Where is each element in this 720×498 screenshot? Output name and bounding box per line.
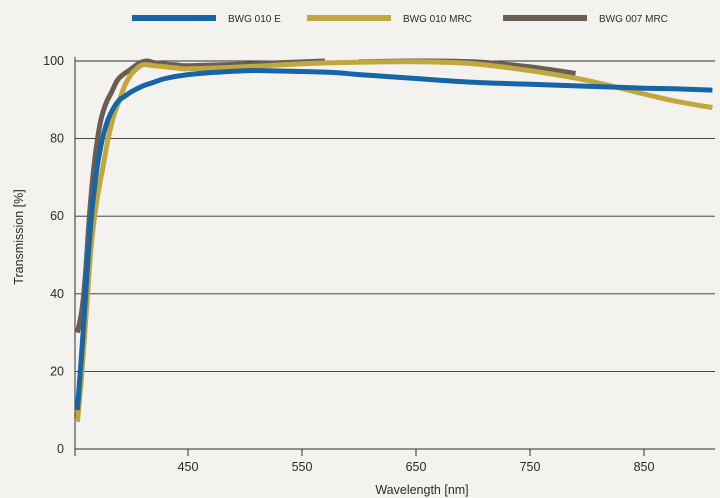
x-axis-title: Wavelength [nm]: [375, 483, 468, 497]
x-tick-label: 750: [520, 460, 541, 474]
y-tick-label: 0: [57, 442, 64, 456]
series-line-bwg-007-mrc: [74, 58, 325, 334]
y-axis-title: Transmission [%]: [12, 189, 26, 284]
series-line-bwg-010-mrc: [74, 59, 713, 423]
series-line-bwg-010-e: [74, 68, 713, 411]
legend: BWG 010 E BWG 010 MRC BWG 007 MRC: [132, 14, 668, 25]
y-tick-label: 20: [50, 364, 64, 378]
series-lines: [74, 58, 713, 423]
legend-label: BWG 007 MRC: [599, 14, 668, 25]
x-tick-label: 450: [178, 460, 199, 474]
y-tick-label: 40: [50, 287, 64, 301]
legend-label: BWG 010 MRC: [403, 14, 472, 25]
x-tick-label: 650: [406, 460, 427, 474]
legend-label: BWG 010 E: [228, 14, 281, 25]
x-tick-label: 850: [634, 460, 655, 474]
x-tick-label: 550: [292, 460, 313, 474]
y-tick-label: 60: [50, 209, 64, 223]
gridlines: [75, 60, 715, 372]
y-tick-label: 80: [50, 132, 64, 146]
y-tick-label: 100: [43, 54, 64, 68]
axes: 0 20 40 60 80 100 450 550 650 750 850: [43, 54, 715, 474]
